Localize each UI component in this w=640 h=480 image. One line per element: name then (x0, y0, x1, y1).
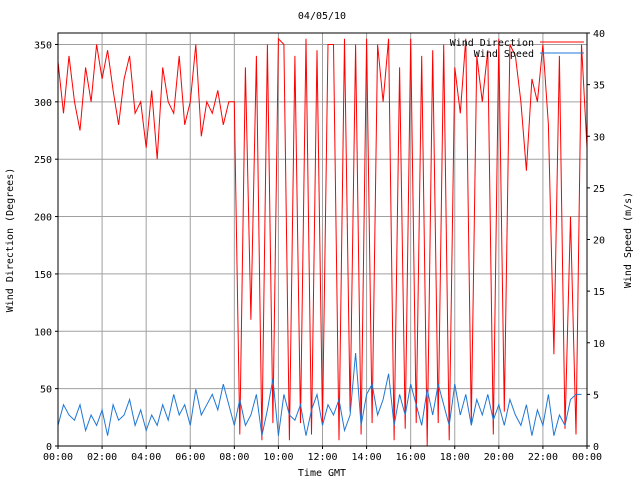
x-tick-label: 16:00 (396, 452, 426, 463)
y-left-tick-label: 300 (34, 98, 52, 109)
y-right-tick-label: 0 (593, 442, 599, 453)
y-right-tick-label: 35 (593, 81, 605, 92)
y-axis-left-ticks: 0 50 100 150 200 250 300 350 (34, 40, 58, 453)
x-tick-label: 10:00 (263, 452, 293, 463)
legend: Wind Direction Wind Speed (450, 38, 584, 60)
x-tick-label: 18:00 (440, 452, 470, 463)
x-tick-label: 22:00 (528, 452, 558, 463)
y-right-tick-label: 15 (593, 287, 605, 298)
y-left-tick-label: 200 (34, 213, 52, 224)
x-tick-label: 12:00 (307, 452, 337, 463)
x-tick-label: 02:00 (87, 452, 117, 463)
y-axis-left-label: Wind Direction (Degrees) (5, 168, 16, 313)
y-left-tick-label: 50 (40, 385, 52, 396)
y-right-tick-label: 40 (593, 29, 605, 40)
y-left-tick-label: 350 (34, 40, 52, 51)
x-tick-label: 00:00 (572, 452, 602, 463)
x-axis-ticks: 00:00 02:00 04:00 06:00 08:00 10:00 12:00 14:00… (43, 446, 602, 463)
y-right-tick-label: 20 (593, 236, 605, 247)
x-tick-label: 00:00 (43, 452, 73, 463)
x-axis-label: Time GMT (298, 468, 346, 479)
x-tick-label: 14:00 (352, 452, 382, 463)
y-left-tick-label: 250 (34, 155, 52, 166)
y-left-tick-label: 150 (34, 270, 52, 281)
x-tick-label: 08:00 (219, 452, 249, 463)
x-tick-label: 20:00 (484, 452, 514, 463)
y-right-tick-label: 5 (593, 390, 599, 401)
x-tick-label: 04:00 (131, 452, 161, 463)
y-right-tick-label: 25 (593, 184, 605, 195)
y-axis-right-ticks: 0 5 10 15 20 25 30 35 40 (587, 29, 605, 453)
x-tick-label: 06:00 (175, 452, 205, 463)
y-right-tick-label: 10 (593, 339, 605, 350)
y-left-tick-label: 100 (34, 327, 52, 338)
chart-title: 04/05/10 (298, 11, 346, 22)
y-axis-right-label: Wind Speed (m/s) (623, 192, 634, 288)
legend-label-wind-direction: Wind Direction (450, 38, 534, 49)
y-right-tick-label: 30 (593, 132, 605, 143)
series-layer (57, 37, 588, 447)
series-line-wind-speed (57, 353, 582, 436)
legend-label-wind-speed: Wind Speed (474, 49, 534, 60)
y-left-tick-label: 0 (46, 442, 52, 453)
